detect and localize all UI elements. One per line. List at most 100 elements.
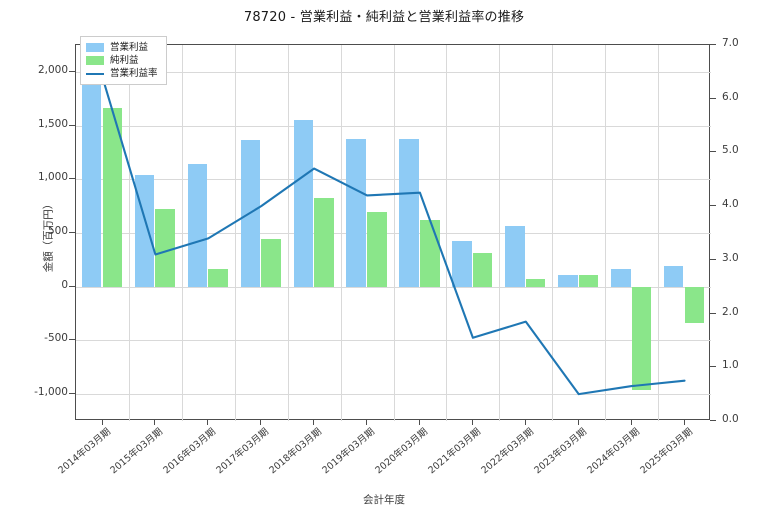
x-axis-tick-label: 2024年03月期	[584, 426, 642, 477]
bar-net-profit	[420, 219, 440, 287]
y-axis-tick-left	[69, 232, 75, 233]
x-axis-tick-label: 2017年03月期	[214, 426, 272, 477]
y-axis-tick-right	[710, 205, 716, 207]
plot-area	[75, 44, 711, 421]
x-axis-tick	[313, 420, 315, 425]
chart-title: 78720 - 営業利益・純利益と営業利益率の推移	[243, 10, 525, 25]
gridline-vertical	[605, 45, 607, 421]
y-axis-tick-right	[710, 420, 716, 421]
bar-operating-profit	[452, 240, 472, 287]
y-axis-tick-left	[69, 124, 75, 126]
bar-operating-profit	[558, 275, 578, 287]
x-axis-tick	[419, 420, 420, 425]
legend-item[interactable]: 営業利益	[86, 41, 158, 54]
x-axis-tick	[366, 420, 367, 425]
y-axis-tick-right	[710, 44, 716, 45]
gridline-vertical	[658, 45, 660, 421]
x-axis-tick-label: 2015年03月期	[108, 426, 166, 477]
bar-net-profit	[261, 239, 281, 287]
bar-operating-profit	[346, 138, 366, 287]
x-axis-tick-label: 2016年03月期	[161, 426, 219, 477]
y-axis-tick-label-left: -1,000	[34, 386, 68, 399]
x-axis-tick	[154, 420, 156, 425]
x-axis-title: 会計年度	[363, 494, 405, 506]
y-axis-tick-label-right: 2.0	[722, 305, 739, 318]
bar-swatch-net-profit	[86, 56, 104, 65]
x-axis-tick	[630, 420, 632, 425]
y-axis-tick-left	[69, 393, 75, 395]
y-axis-tick-label-right: 0.0	[722, 413, 739, 425]
x-axis-tick-label: 2025年03月期	[637, 426, 695, 477]
bar-operating-profit	[187, 163, 208, 287]
gridline-vertical	[128, 45, 130, 421]
y-axis-tick-label-left: 2,000	[37, 63, 68, 76]
y-axis-tick-right	[710, 312, 716, 314]
x-axis-tick-label: 2014年03月期	[55, 426, 113, 477]
legend-item[interactable]: 純利益	[86, 54, 158, 67]
x-axis-tick-label: 2019年03月期	[320, 426, 377, 477]
gridline-vertical	[499, 45, 501, 421]
x-axis-tick	[683, 420, 685, 425]
line-swatch-operating-margin	[86, 72, 104, 75]
legend-item-label: 純利益	[110, 55, 139, 66]
y-axis-tick-left	[69, 178, 75, 180]
y-axis-tick-left	[69, 70, 75, 72]
x-axis-tick	[471, 420, 473, 425]
y-axis-tick-right	[710, 258, 716, 260]
bar-net-profit	[631, 286, 652, 390]
x-axis-tick	[524, 420, 526, 425]
y-axis-tick-right	[710, 366, 716, 368]
y-axis-tick-label-left: 1,000	[37, 171, 68, 184]
bar-net-profit	[367, 212, 387, 287]
bar-operating-profit	[81, 68, 102, 287]
y-axis-tick-left	[69, 339, 75, 341]
bar-swatch-operating-profit	[86, 43, 104, 52]
bar-operating-profit	[611, 268, 631, 287]
bar-net-profit	[314, 198, 334, 287]
y-axis-tick-label-right: 1.0	[722, 359, 739, 372]
y-axis-tick-right	[710, 151, 716, 153]
gridline-vertical	[340, 45, 342, 421]
y-axis-tick-label-right: 3.0	[722, 251, 739, 264]
bar-net-profit	[525, 279, 546, 287]
x-axis-tick	[101, 420, 103, 425]
gridlines	[76, 45, 711, 421]
line-series-layer	[101, 76, 686, 396]
x-axis-tick-label: 2023年03月期	[532, 426, 589, 477]
gridline-vertical	[552, 45, 554, 421]
bar-net-profit	[208, 269, 228, 287]
x-axis-tick-label: 2021年03月期	[426, 426, 483, 477]
bar-operating-profit	[293, 120, 314, 287]
bar-net-profit	[472, 253, 493, 287]
y-axis-tick-label-left: 1,500	[37, 117, 68, 130]
x-axis-tick	[260, 420, 262, 425]
y-axis-tick-label-right: 6.0	[722, 90, 739, 103]
y-axis-tick-label-right: 7.0	[722, 37, 739, 49]
line-operating-margin	[101, 76, 686, 396]
gridline-vertical	[287, 45, 289, 421]
gridline-vertical	[181, 45, 183, 421]
bar-net-profit	[102, 108, 123, 287]
legend-item[interactable]: 営業利益率	[86, 67, 158, 80]
y-axis-tick-label-left: 0	[61, 278, 68, 291]
x-axis-tick-label: 2018年03月期	[267, 426, 325, 477]
bar-operating-profit	[399, 138, 419, 287]
y-axis-title-left: 金額（百万円）	[42, 198, 55, 273]
legend-item-label: 営業利益率	[110, 68, 158, 79]
bar-operating-profit	[663, 265, 684, 287]
y-axis-tick-left	[69, 285, 75, 287]
gridline-vertical	[446, 45, 448, 421]
bar-series-layer	[76, 45, 711, 421]
gridline-vertical	[393, 45, 395, 421]
legend-item-label: 営業利益	[110, 42, 149, 53]
y-axis-tick-label-left: 500	[47, 225, 68, 237]
y-axis-tick-label-right: 5.0	[722, 144, 739, 157]
bar-net-profit	[155, 209, 175, 287]
x-axis-tick	[577, 420, 579, 425]
x-axis-tick	[207, 420, 209, 425]
chart-legend[interactable]: 営業利益純利益営業利益率	[80, 36, 167, 85]
y-axis-tick-label-right: 4.0	[722, 198, 739, 211]
bar-net-profit	[684, 286, 705, 323]
